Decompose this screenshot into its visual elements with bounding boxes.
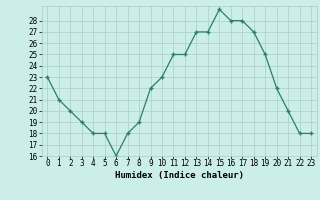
X-axis label: Humidex (Indice chaleur): Humidex (Indice chaleur) — [115, 171, 244, 180]
